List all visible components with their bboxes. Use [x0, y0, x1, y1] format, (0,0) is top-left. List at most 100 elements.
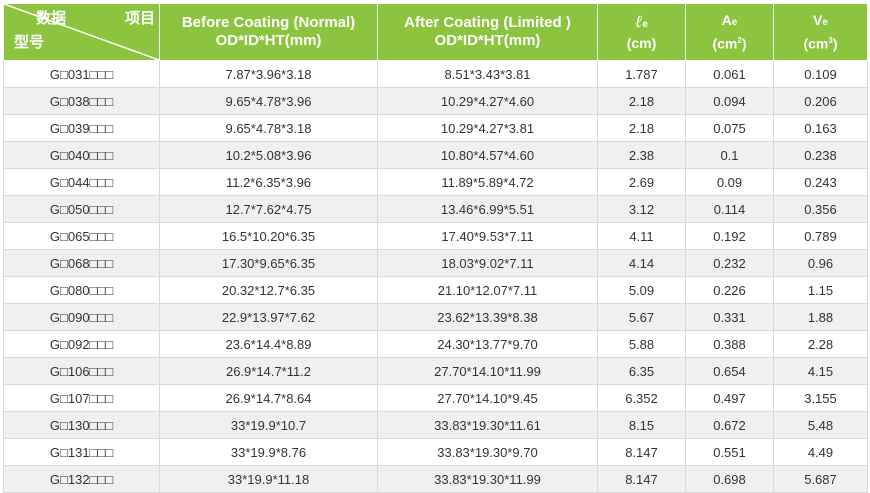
ae-cell: 0.075: [685, 114, 774, 142]
after-cell: 23.62*13.39*8.38: [377, 303, 598, 331]
le-cell: 6.352: [597, 384, 686, 412]
ae-unit: (cm: [712, 35, 738, 52]
ve-cell: 2.28: [773, 330, 868, 358]
table-row: G□065□□□ 16.5*10.20*6.35 17.40*9.53*7.11 4.…: [3, 222, 868, 250]
ae-exponent: 2: [737, 36, 742, 46]
after-cell: 11.89*5.89*4.72: [377, 168, 598, 196]
le-cell: 2.69: [597, 168, 686, 196]
le-cell: 5.09: [597, 276, 686, 304]
ve-cell: 0.109: [773, 60, 868, 88]
after-cell: 10.80*4.57*4.60: [377, 141, 598, 169]
after-cell: 33.83*19.30*11.61: [377, 411, 598, 439]
le-cell: 5.67: [597, 303, 686, 331]
ve-cell: 5.687: [773, 465, 868, 493]
after-cell: 27.70*14.10*11.99: [377, 357, 598, 385]
before-cell: 26.9*14.7*8.64: [159, 384, 378, 412]
ve-cell: 0.243: [773, 168, 868, 196]
header-before-coating: Before Coating (Normal) OD*ID*HT(mm): [159, 3, 378, 61]
table-body: G□031□□□ 7.87*3.96*3.18 8.51*3.43*3.81 1.78…: [3, 60, 868, 493]
ve-subscript: e: [822, 17, 828, 29]
ae-cell: 0.232: [685, 249, 774, 277]
le-cell: 8.147: [597, 438, 686, 466]
le-subscript: e: [642, 18, 648, 30]
before-cell: 7.87*3.96*3.18: [159, 60, 378, 88]
ve-cell: 0.356: [773, 195, 868, 223]
before-cell: 26.9*14.7*11.2: [159, 357, 378, 385]
ae-cell: 0.192: [685, 222, 774, 250]
model-cell: G□031□□□: [3, 60, 160, 88]
model-cell: G□050□□□: [3, 195, 160, 223]
header-le: ℓe (cm): [597, 3, 686, 61]
le-cell: 4.14: [597, 249, 686, 277]
after-cell: 33.83*19.30*11.99: [377, 465, 598, 493]
table-row: G□080□□□ 20.32*12.7*6.35 21.10*12.07*7.11 5…: [3, 276, 868, 304]
before-cell: 33*19.9*8.76: [159, 438, 378, 466]
ve-exponent: 3: [828, 36, 833, 46]
ve-cell: 0.789: [773, 222, 868, 250]
after-cell: 33.83*19.30*9.70: [377, 438, 598, 466]
ve-cell: 0.96: [773, 249, 868, 277]
le-cell: 8.15: [597, 411, 686, 439]
model-cell: G□080□□□: [3, 276, 160, 304]
model-cell: G□068□□□: [3, 249, 160, 277]
le-cell: 4.11: [597, 222, 686, 250]
table-row: G□044□□□ 11.2*6.35*3.96 11.89*5.89*4.72 2.6…: [3, 168, 868, 196]
model-cell: G□130□□□: [3, 411, 160, 439]
ve-unit: (cm: [803, 35, 829, 52]
le-cell: 3.12: [597, 195, 686, 223]
after-cell: 10.29*4.27*4.60: [377, 87, 598, 115]
after-cell: 24.30*13.77*9.70: [377, 330, 598, 358]
ae-cell: 0.061: [685, 60, 774, 88]
ae-cell: 0.331: [685, 303, 774, 331]
model-cell: G□106□□□: [3, 357, 160, 385]
table-row: G□131□□□ 33*19.9*8.76 33.83*19.30*9.70 8.14…: [3, 438, 868, 466]
le-cell: 6.35: [597, 357, 686, 385]
ae-cell: 0.094: [685, 87, 774, 115]
ve-symbol: V: [813, 12, 823, 29]
header-ae: Ae (cm2): [685, 3, 774, 61]
before-coating-title: Before Coating (Normal): [181, 14, 356, 31]
le-unit: (cm): [626, 34, 657, 51]
ae-symbol: A: [721, 12, 732, 29]
le-cell: 1.787: [597, 60, 686, 88]
after-cell: 8.51*3.43*3.81: [377, 60, 598, 88]
before-cell: 9.65*4.78*3.96: [159, 87, 378, 115]
after-cell: 27.70*14.10*9.45: [377, 384, 598, 412]
corner-data-label: 数据: [36, 10, 67, 27]
after-cell: 10.29*4.27*3.81: [377, 114, 598, 142]
after-cell: 18.03*9.02*7.11: [377, 249, 598, 277]
table-row: G□039□□□ 9.65*4.78*3.18 10.29*4.27*3.81 2.1…: [3, 114, 868, 142]
ae-cell: 0.672: [685, 411, 774, 439]
before-cell: 17.30*9.65*6.35: [159, 249, 378, 277]
le-cell: 2.38: [597, 141, 686, 169]
table-row: G□106□□□ 26.9*14.7*11.2 27.70*14.10*11.99 6…: [3, 357, 868, 385]
before-cell: 20.32*12.7*6.35: [159, 276, 378, 304]
model-cell: G□065□□□: [3, 222, 160, 250]
model-cell: G□040□□□: [3, 141, 160, 169]
model-cell: G□044□□□: [3, 168, 160, 196]
ve-cell: 4.15: [773, 357, 868, 385]
model-cell: G□092□□□: [3, 330, 160, 358]
ve-cell: 0.163: [773, 114, 868, 142]
ae-cell: 0.698: [685, 465, 774, 493]
model-cell: G□132□□□: [3, 465, 160, 493]
diagonal-divider: [4, 4, 159, 60]
le-cell: 5.88: [597, 330, 686, 358]
table-row: G□038□□□ 9.65*4.78*3.96 10.29*4.27*4.60 2.1…: [3, 87, 868, 115]
core-spec-table: 数据 项目 型号 Before Coating (Normal) OD*ID*H…: [3, 3, 868, 493]
ve-cell: 4.49: [773, 438, 868, 466]
le-symbol: ℓ: [635, 11, 643, 32]
ae-cell: 0.114: [685, 195, 774, 223]
ae-cell: 0.1: [685, 141, 774, 169]
header-after-coating: After Coating (Limited ) OD*ID*HT(mm): [377, 3, 598, 61]
ae-cell: 0.09: [685, 168, 774, 196]
le-cell: 2.18: [597, 114, 686, 142]
table-row: G□068□□□ 17.30*9.65*6.35 18.03*9.02*7.11 4.…: [3, 249, 868, 277]
before-cell: 12.7*7.62*4.75: [159, 195, 378, 223]
ae-subscript: e: [731, 17, 738, 29]
le-cell: 2.18: [597, 87, 686, 115]
table-row: G□040□□□ 10.2*5.08*3.96 10.80*4.57*4.60 2.3…: [3, 141, 868, 169]
table-row: G□050□□□ 12.7*7.62*4.75 13.46*6.99*5.51 3.1…: [3, 195, 868, 223]
before-cell: 23.6*14.4*8.89: [159, 330, 378, 358]
ve-cell: 1.88: [773, 303, 868, 331]
